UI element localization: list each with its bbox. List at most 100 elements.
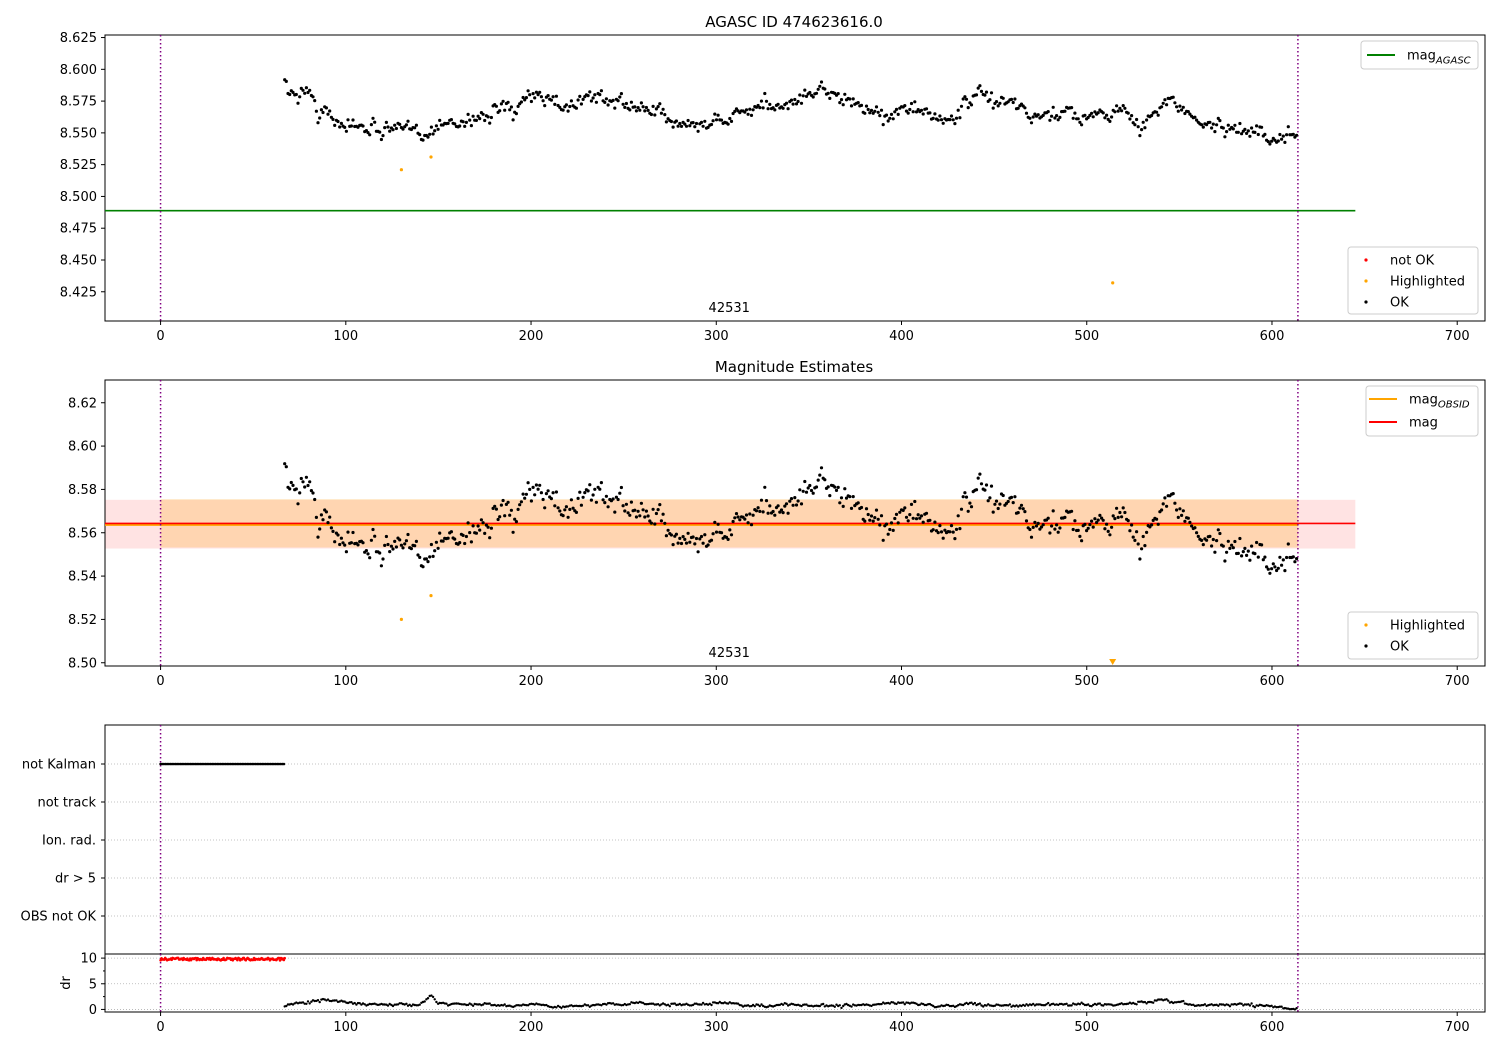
estimates-ok-point: [661, 512, 665, 516]
estimates-ok-point: [343, 543, 347, 547]
agasc-y-tick-label: 8.575: [60, 95, 97, 110]
estimates-ok-point: [1281, 558, 1285, 562]
dr-point: [1037, 1003, 1040, 1006]
agasc-ok-point: [386, 125, 390, 129]
estimates-ok-point: [1295, 557, 1299, 561]
estimates-ok-point: [834, 488, 839, 492]
estimates-ok-point: [329, 526, 333, 530]
estimates-ok-point: [1273, 565, 1277, 569]
agasc-ok-point: [1120, 109, 1124, 113]
agasc-ok-point: [296, 101, 300, 105]
estimates-ok-point: [326, 521, 330, 525]
estimates-ok-point: [446, 536, 450, 540]
agasc-ok-point: [1211, 122, 1215, 126]
estimates-ok-point: [529, 499, 534, 503]
agasc-ok-point: [928, 111, 932, 115]
flag-label-not-track: not track: [37, 796, 96, 811]
estimates-ok-point: [433, 549, 437, 553]
estimates-ok-point: [288, 487, 292, 491]
estimates-ok-point: [1226, 539, 1230, 543]
estimates-ok-point: [916, 513, 920, 517]
agasc-ok-point: [693, 125, 697, 129]
agasc-ok-point: [361, 124, 365, 128]
estimates-ok-point: [1195, 531, 1199, 535]
estimates-ok-point: [1086, 526, 1090, 530]
dr-point: [355, 1003, 358, 1006]
agasc-ok-point: [589, 99, 594, 103]
estimates-ok-point: [998, 502, 1002, 506]
dr-over-5-point: [277, 956, 281, 960]
estimates-ok-point: [481, 521, 485, 525]
estimates-ok-point: [799, 502, 804, 506]
dr-point: [932, 1004, 935, 1008]
estimates-ok-point: [1024, 519, 1029, 523]
agasc-ok-point: [751, 108, 755, 112]
dr-point: [1068, 1004, 1072, 1007]
dr-y-tick-label: 10: [80, 952, 97, 967]
agasc-ok-point: [566, 109, 570, 113]
estimates-ok-point: [316, 535, 320, 539]
agasc-ok-point: [746, 112, 750, 116]
dr-over-5-point: [236, 958, 239, 962]
estimates-ok-point: [966, 509, 970, 513]
estimates-ok-point: [651, 507, 655, 511]
agasc-ok-point: [729, 119, 734, 123]
agasc-ok-point: [1058, 115, 1062, 119]
agasc-ok-point: [874, 105, 879, 109]
estimates-ok-point: [549, 497, 554, 501]
estimates-ok-point: [586, 489, 590, 493]
dr-point: [673, 1002, 676, 1005]
estimates-ok-point: [328, 515, 332, 519]
dr-x-tick-label: 600: [1260, 1020, 1285, 1035]
estimates-y-tick-label: 8.50: [68, 656, 97, 671]
agasc-ok-point: [808, 90, 812, 95]
agasc-ok-point: [911, 110, 915, 114]
estimates-ok-point: [1256, 555, 1260, 559]
agasc-ok-point: [324, 106, 328, 110]
estimates-ok-point: [479, 518, 483, 522]
estimates-ok-point: [756, 506, 760, 510]
agasc-y-tick-label: 8.625: [60, 31, 97, 46]
agasc-ok-point: [574, 106, 579, 110]
dr-point: [1165, 998, 1168, 1001]
dr-point: [1082, 1002, 1085, 1006]
agasc-ok-point: [1023, 106, 1027, 110]
agasc-ok-point: [799, 101, 804, 105]
estimates-x-tick-label: 700: [1445, 674, 1470, 689]
estimates-ok-point: [541, 497, 545, 502]
estimates-ok-point: [823, 478, 827, 482]
dr-point: [423, 1000, 426, 1003]
dr-point: [503, 1003, 506, 1006]
agasc-ok-point: [1126, 111, 1130, 115]
agasc-ok-point: [1156, 113, 1160, 117]
agasc-ok-point: [319, 108, 323, 112]
estimates-ok-point: [391, 547, 395, 551]
estimates-ok-point: [953, 537, 957, 541]
dr-point: [666, 1003, 670, 1006]
agasc-ok-point: [726, 122, 730, 126]
dr-point: [710, 1003, 713, 1007]
agasc-ok-point: [533, 96, 537, 100]
agasc-ok-point: [843, 92, 847, 96]
dr-point: [301, 1001, 305, 1004]
agasc-ok-point: [894, 107, 899, 111]
agasc-ok-point: [471, 114, 475, 118]
agasc-ok-point: [1036, 113, 1040, 117]
agasc-ok-point: [1268, 142, 1272, 146]
estimates-ok-point: [1128, 529, 1132, 533]
estimates-ok-point: [898, 510, 902, 514]
estimates-ok-point: [314, 515, 318, 520]
dr-point: [1070, 1004, 1073, 1007]
estimates-ok-point: [603, 501, 607, 505]
agasc-ok-point: [919, 108, 924, 112]
estimates-ok-point: [476, 524, 480, 528]
estimates-ok-point: [1193, 526, 1197, 530]
estimates-ok-point: [438, 531, 442, 535]
dr-point: [1278, 1005, 1282, 1008]
dr-point: [396, 1003, 400, 1006]
agasc-ok-point: [599, 89, 604, 93]
agasc-ok-point: [786, 107, 790, 111]
agasc-ok-point: [1266, 140, 1270, 144]
agasc-ok-point: [381, 134, 385, 138]
agasc-x-tick-label: 400: [889, 329, 914, 344]
